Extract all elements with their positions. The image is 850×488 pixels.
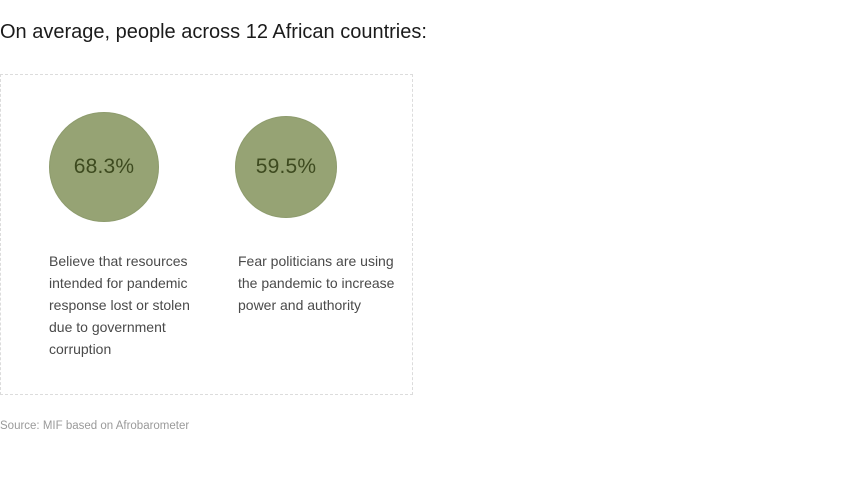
- stat-caption: Fear politicians are using the pandemic …: [238, 253, 395, 313]
- chart-title: On average, people across 12 African cou…: [0, 21, 427, 43]
- stat-caption: Believe that resources intended for pand…: [49, 253, 190, 357]
- bubble-mark: 59.5%: [234, 115, 338, 219]
- bubble-value-label: 59.5%: [255, 154, 317, 178]
- stats-panel: 68.3% Believe that resources intended fo…: [0, 74, 413, 395]
- bubble-mark: 68.3%: [49, 112, 159, 222]
- bubble-value-label: 68.3%: [73, 155, 135, 178]
- source-note: Source: MIF based on Afrobarometer: [0, 420, 190, 432]
